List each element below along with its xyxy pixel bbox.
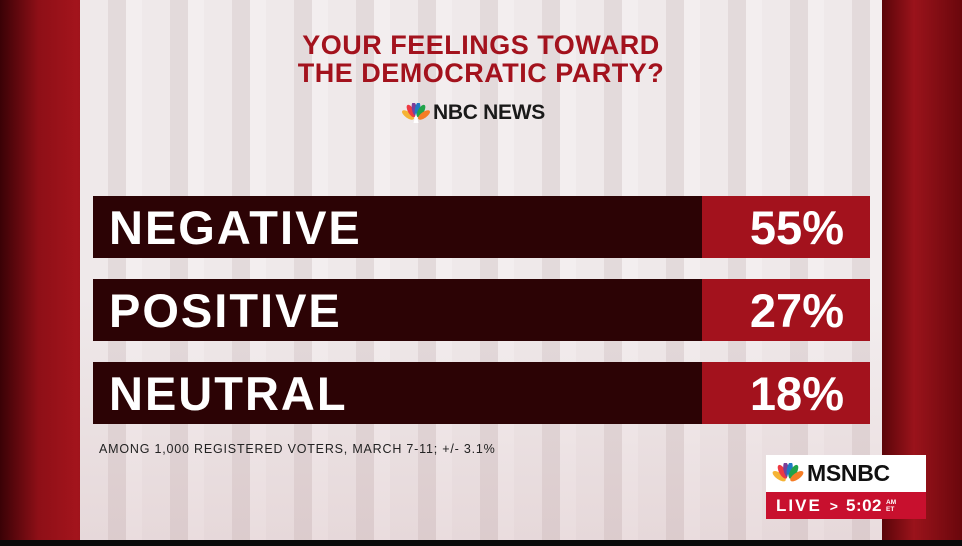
clock-time: 5:02 bbox=[845, 495, 883, 515]
et-label: ET bbox=[886, 505, 895, 513]
live-label: LIVE bbox=[776, 495, 822, 515]
poll-row-value-box: 18% bbox=[702, 362, 870, 424]
poll-row-value: 55% bbox=[749, 201, 844, 254]
msnbc-logo: MSNBC bbox=[766, 455, 926, 492]
poll-title-line-2: THE DEMOCRATIC PARTY? bbox=[297, 58, 665, 88]
msnbc-peacock-icon bbox=[772, 462, 804, 485]
poll-graphic-panel bbox=[80, 0, 882, 540]
nbc-news-logo: NBC NEWS bbox=[402, 100, 545, 126]
nbc-peacock-icon bbox=[402, 103, 430, 123]
poll-row-positive: POSITIVE 27% bbox=[93, 279, 870, 341]
poll-row-label: POSITIVE bbox=[109, 284, 342, 337]
poll-title-line-1: YOUR FEELINGS TOWARD bbox=[302, 30, 660, 60]
background-right-curtain bbox=[882, 0, 962, 540]
network-bug: MSNBC LIVE > 5:02 AM ET bbox=[766, 455, 926, 519]
chevron-right-icon: > bbox=[829, 497, 838, 514]
poll-row-negative: NEGATIVE 55% bbox=[93, 196, 870, 258]
poll-footnote: AMONG 1,000 REGISTERED VOTERS, MARCH 7-1… bbox=[99, 442, 496, 456]
poll-row-value: 27% bbox=[749, 284, 844, 337]
poll-row-value-box: 55% bbox=[702, 196, 870, 258]
live-indicator: LIVE > 5:02 AM ET bbox=[766, 492, 926, 519]
nbc-news-logo-text: NBC NEWS bbox=[433, 101, 545, 124]
poll-row-value: 18% bbox=[749, 367, 844, 420]
msnbc-logo-text: MSNBC bbox=[807, 460, 890, 486]
bottom-strip bbox=[0, 540, 962, 546]
poll-row-value-box: 27% bbox=[702, 279, 870, 341]
poll-row-label: NEUTRAL bbox=[109, 367, 348, 420]
poll-row-neutral: NEUTRAL 18% bbox=[93, 362, 870, 424]
poll-row-label: NEGATIVE bbox=[109, 201, 362, 254]
am-label: AM bbox=[886, 498, 897, 506]
time-zone-label: AM ET bbox=[886, 499, 896, 513]
